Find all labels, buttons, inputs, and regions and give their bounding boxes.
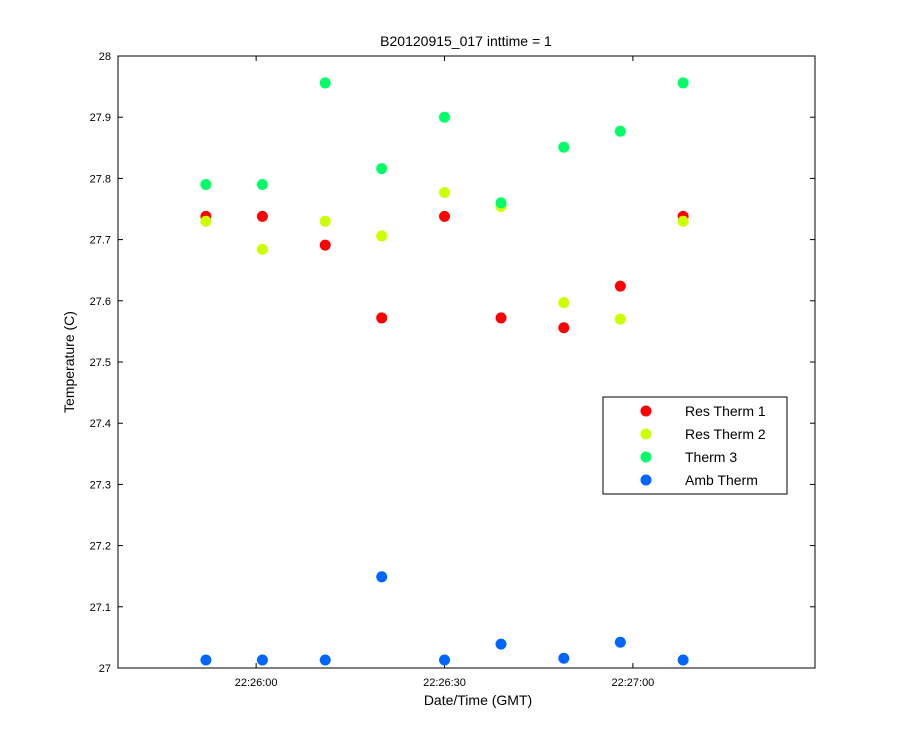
data-point-therm-3 xyxy=(677,77,689,89)
data-point-therm-3 xyxy=(256,179,268,191)
y-tick-label: 27 xyxy=(99,663,111,675)
legend-label: Res Therm 2 xyxy=(685,426,766,442)
x-tick-label: 22:27:00 xyxy=(611,677,654,689)
data-point-res-therm-2 xyxy=(319,215,331,227)
data-points xyxy=(200,77,689,666)
x-axis-title: Date/Time (GMT) xyxy=(424,692,532,708)
legend-marker xyxy=(640,474,652,486)
data-point-amb-therm xyxy=(614,636,626,648)
y-axis-title: Temperature (C) xyxy=(61,311,77,413)
x-tick-label: 22:26:00 xyxy=(235,677,278,689)
data-point-therm-3 xyxy=(200,179,212,191)
legend-marker xyxy=(640,405,652,417)
data-point-amb-therm xyxy=(439,654,451,666)
y-tick-label: 27.1 xyxy=(90,602,111,614)
data-point-amb-therm xyxy=(256,654,268,666)
y-tick-label: 27.8 xyxy=(90,173,111,185)
data-point-res-therm-2 xyxy=(677,215,689,227)
y-tick-label: 27.9 xyxy=(90,112,111,124)
data-point-amb-therm xyxy=(200,654,212,666)
x-axis: 22:26:00 22:26:30 22:27:00 xyxy=(235,56,654,689)
y-tick-label: 28 xyxy=(99,51,111,63)
data-point-res-therm-2 xyxy=(614,313,626,325)
data-point-amb-therm xyxy=(376,571,388,583)
data-point-therm-3 xyxy=(439,111,451,123)
data-point-res-therm-1 xyxy=(614,280,626,292)
y-tick-label: 27.6 xyxy=(90,296,111,308)
data-point-res-therm-1 xyxy=(439,210,451,222)
legend-marker xyxy=(640,451,652,463)
legend-marker xyxy=(640,428,652,440)
data-point-therm-3 xyxy=(558,141,570,153)
data-point-therm-3 xyxy=(495,197,507,209)
legend: Res Therm 1 Res Therm 2 Therm 3 Amb Therm xyxy=(602,396,788,495)
chart-title: B20120915_017 inttime = 1 xyxy=(380,33,552,49)
data-point-res-therm-1 xyxy=(319,239,331,251)
data-point-res-therm-2 xyxy=(558,297,570,309)
data-point-res-therm-2 xyxy=(200,215,212,227)
y-tick-label: 27.5 xyxy=(90,357,111,369)
legend-label: Res Therm 1 xyxy=(685,403,766,419)
data-point-therm-3 xyxy=(319,77,331,89)
data-point-res-therm-1 xyxy=(376,312,388,324)
y-tick-label: 27.3 xyxy=(90,479,111,491)
x-tick-label: 22:26:30 xyxy=(423,677,466,689)
data-point-res-therm-2 xyxy=(376,230,388,242)
legend-box xyxy=(602,396,788,495)
y-axis: 27 27.1 27.2 27.3 27.4 27.5 27.6 27.7 27.8 27.9 28 xyxy=(90,51,815,675)
data-point-res-therm-1 xyxy=(256,210,268,222)
plot-area xyxy=(117,55,816,669)
legend-label: Amb Therm xyxy=(685,472,758,488)
data-point-amb-therm xyxy=(495,638,507,650)
data-point-res-therm-2 xyxy=(439,186,451,198)
y-tick-label: 27.4 xyxy=(90,418,111,430)
data-point-amb-therm xyxy=(319,654,331,666)
data-point-amb-therm xyxy=(558,652,570,664)
data-point-res-therm-2 xyxy=(256,243,268,255)
data-point-res-therm-1 xyxy=(558,322,570,334)
data-point-amb-therm xyxy=(677,654,689,666)
y-tick-label: 27.2 xyxy=(90,541,111,553)
data-point-res-therm-1 xyxy=(495,312,507,324)
data-point-therm-3 xyxy=(376,163,388,175)
y-tick-label: 27.7 xyxy=(90,235,111,247)
data-point-therm-3 xyxy=(614,125,626,137)
legend-label: Therm 3 xyxy=(685,449,737,465)
